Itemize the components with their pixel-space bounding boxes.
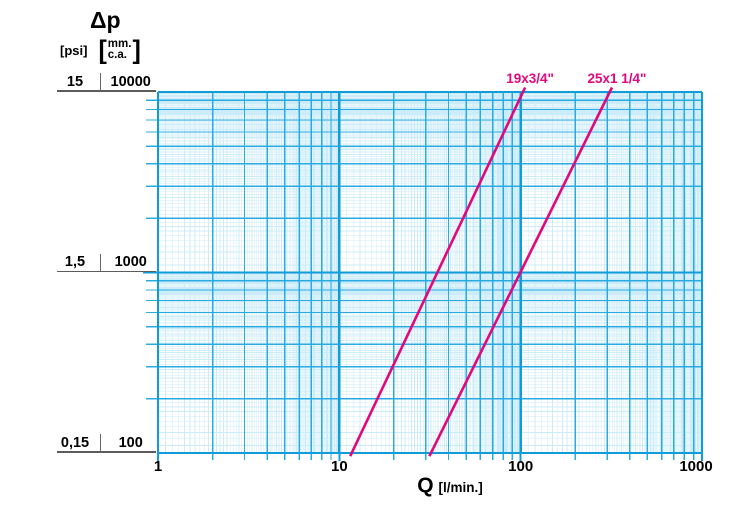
curve-label: 19x3/4" [506,71,554,86]
curve-label: 25x1 1/4" [587,71,647,86]
x-tick-label: 100 [508,458,534,475]
unit-ca-line: c.a. [107,49,127,61]
x-axis-title-letter: Q [417,474,434,497]
y-axis-unit-psi: [psi] [60,42,88,58]
y-axis-unit-mmca-text: mm. c.a. [107,38,132,61]
bracket-open: [ [98,35,107,65]
y-tick-callout-line [57,270,156,273]
y-axis-title: Δp [90,7,121,33]
y-tick-psi-value: 15 [66,73,84,90]
y-tick-callout-line [57,451,156,453]
y-tick-callout-line [57,90,156,92]
x-tick-label: 10 [330,458,348,475]
y-tick-mm-value: 1000 [114,254,147,270]
bracket-close: ] [132,35,141,65]
x-axis-title: Q [l/min.] [340,474,560,498]
curve-series-1 [428,86,614,457]
y-axis-units: [psi] [ mm. c.a. ] [60,35,141,65]
y-axis-unit-mmca: [ mm. c.a. ] [98,35,141,65]
y-tick-psi-value: 0,15 [60,434,90,451]
y-axis-tick-row: 1,5 1000 [52,253,158,271]
y-axis-tick-row: 15 10000 [52,73,158,90]
y-tick-mm-value: 100 [118,434,143,451]
column-divider-line [100,434,102,451]
unit-mm-line: mm. [107,38,132,50]
x-tick-label: 1 [153,458,163,475]
x-tick-label: 1000 [679,458,713,475]
y-axis-tick-row: 0,15 100 [52,434,158,451]
x-axis-unit: [l/min.] [438,480,483,495]
column-divider-line [100,253,102,271]
column-divider-line [100,73,102,90]
y-tick-psi-value: 1,5 [64,254,86,270]
curve-series-0 [349,86,527,457]
y-tick-mm-value: 10000 [110,73,151,90]
